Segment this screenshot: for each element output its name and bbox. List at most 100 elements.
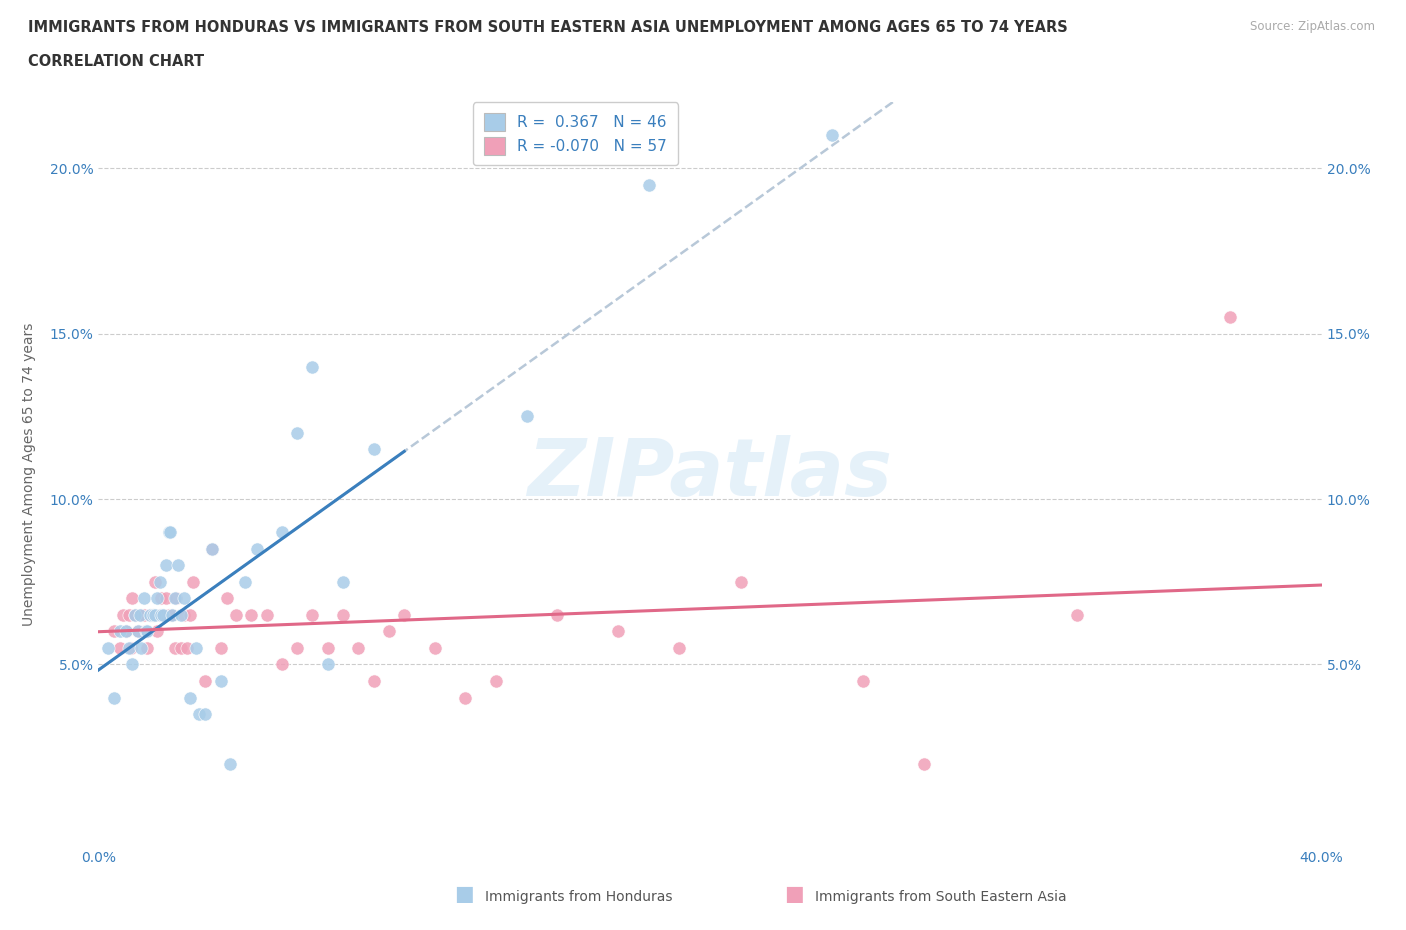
Point — [316, 657, 339, 671]
Point — [160, 607, 183, 622]
Point — [121, 657, 143, 671]
Point — [145, 591, 167, 605]
Text: Immigrants from Honduras: Immigrants from Honduras — [485, 890, 672, 904]
Point — [135, 624, 157, 639]
Point — [363, 673, 385, 688]
Point — [163, 591, 186, 605]
Point — [150, 591, 173, 605]
Point — [155, 558, 177, 573]
Point — [170, 641, 193, 656]
Point — [135, 624, 157, 639]
Point — [143, 575, 166, 590]
Point — [115, 624, 138, 639]
Point — [155, 591, 177, 605]
Point — [423, 641, 446, 656]
Point — [124, 607, 146, 622]
Point — [149, 575, 172, 590]
Point — [173, 607, 195, 622]
Point — [240, 607, 263, 622]
Point — [142, 607, 165, 622]
Point — [152, 607, 174, 622]
Point — [160, 607, 183, 622]
Point — [173, 591, 195, 605]
Point — [316, 641, 339, 656]
Point — [209, 641, 232, 656]
Text: IMMIGRANTS FROM HONDURAS VS IMMIGRANTS FROM SOUTH EASTERN ASIA UNEMPLOYMENT AMON: IMMIGRANTS FROM HONDURAS VS IMMIGRANTS F… — [28, 20, 1069, 35]
Point — [546, 607, 568, 622]
Point — [167, 558, 190, 573]
Text: CORRELATION CHART: CORRELATION CHART — [28, 54, 204, 69]
Point — [157, 525, 180, 539]
Point — [108, 641, 131, 656]
Point — [215, 591, 238, 605]
Point — [103, 624, 125, 639]
Point — [152, 607, 174, 622]
Point — [378, 624, 401, 639]
Point — [136, 624, 159, 639]
Point — [485, 673, 508, 688]
Point — [301, 607, 323, 622]
Point — [142, 607, 165, 622]
Point — [225, 607, 247, 622]
Point — [219, 756, 242, 771]
Legend: R =  0.367   N = 46, R = -0.070   N = 57: R = 0.367 N = 46, R = -0.070 N = 57 — [472, 102, 678, 166]
Text: ■: ■ — [785, 884, 804, 904]
Point — [1219, 310, 1241, 325]
Point — [363, 442, 385, 457]
Point — [134, 607, 156, 622]
Point — [194, 673, 217, 688]
Point — [121, 591, 143, 605]
Point — [176, 641, 198, 656]
Y-axis label: Unemployment Among Ages 65 to 74 years: Unemployment Among Ages 65 to 74 years — [22, 323, 35, 626]
Point — [188, 707, 211, 722]
Point — [118, 607, 141, 622]
Point — [454, 690, 477, 705]
Text: ZIPatlas: ZIPatlas — [527, 435, 893, 513]
Point — [285, 641, 308, 656]
Point — [347, 641, 370, 656]
Point — [163, 641, 186, 656]
Point — [139, 607, 162, 622]
Text: ■: ■ — [454, 884, 474, 904]
Text: Immigrants from South Eastern Asia: Immigrants from South Eastern Asia — [815, 890, 1067, 904]
Point — [301, 359, 323, 374]
Point — [103, 690, 125, 705]
Point — [149, 607, 172, 622]
Point — [270, 525, 294, 539]
Point — [638, 178, 661, 193]
Point — [139, 607, 162, 622]
Point — [170, 607, 193, 622]
Point — [129, 641, 152, 656]
Point — [157, 607, 180, 622]
Point — [145, 624, 167, 639]
Point — [256, 607, 278, 622]
Point — [285, 426, 308, 441]
Point — [134, 591, 156, 605]
Point — [181, 575, 204, 590]
Point — [730, 575, 752, 590]
Point — [852, 673, 875, 688]
Point — [332, 607, 354, 622]
Point — [270, 657, 294, 671]
Point — [516, 409, 538, 424]
Point — [246, 541, 269, 556]
Point — [108, 624, 131, 639]
Point — [118, 641, 141, 656]
Point — [150, 607, 173, 622]
Point — [821, 128, 844, 143]
Point — [233, 575, 256, 590]
Point — [668, 641, 690, 656]
Point — [607, 624, 630, 639]
Point — [1066, 607, 1088, 622]
Point — [200, 541, 222, 556]
Point — [912, 756, 935, 771]
Point — [143, 607, 166, 622]
Point — [179, 690, 201, 705]
Point — [332, 575, 354, 590]
Point — [115, 624, 138, 639]
Point — [127, 624, 149, 639]
Point — [159, 525, 181, 539]
Point — [129, 607, 152, 622]
Point — [127, 624, 149, 639]
Point — [186, 641, 208, 656]
